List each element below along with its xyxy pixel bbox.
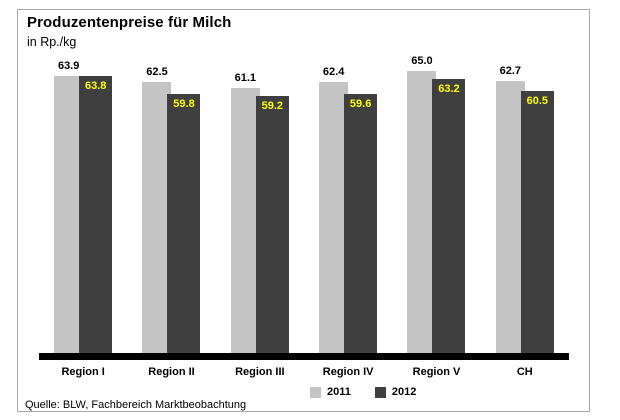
- chart-frame: Produzentenpreise für Milch in Rp./kg 63…: [17, 9, 590, 412]
- bar-value-label-2011: 63.9: [57, 59, 80, 72]
- bar-value-label-2011: 62.4: [322, 66, 345, 79]
- bar-2011: 62.5: [142, 66, 172, 353]
- bar-2011: 62.7: [495, 65, 525, 353]
- bar-group: 65.0 63.2: [392, 56, 480, 353]
- bar-2011: 62.4: [319, 67, 349, 353]
- x-axis-label: Region III: [235, 366, 285, 378]
- bar-group: 62.5 59.8: [127, 66, 215, 353]
- bar-group: 63.9 63.8: [39, 60, 127, 353]
- bar-2011: 61.1: [230, 72, 260, 353]
- legend-swatch-2011: [310, 387, 321, 398]
- bar-2012: 63.8: [79, 76, 113, 353]
- bar-2011: 65.0: [407, 56, 437, 353]
- bar-value-label-2011: 62.7: [499, 64, 522, 77]
- legend-item-2011: 2011: [310, 387, 351, 398]
- bar-2011: 63.9: [54, 60, 84, 353]
- plot-area: 63.9 63.8 62.5 59.8 61.1 59.2 62.4 59.6 65.0 63.2…: [39, 56, 569, 353]
- bar-value-label-2012: 59.2: [261, 100, 284, 113]
- bar-value-label-2011: 62.5: [146, 65, 168, 78]
- x-axis-label: CH: [516, 366, 533, 378]
- x-axis-label: Region IV: [322, 366, 374, 378]
- bar-value-label-2012: 63.8: [84, 80, 107, 93]
- bar-2012: 59.2: [255, 96, 289, 353]
- legend: 2011 2012: [310, 387, 416, 398]
- x-axis-label: Region I: [61, 366, 105, 378]
- legend-swatch-2012: [374, 387, 386, 398]
- bar-value-label-2012: 63.2: [438, 82, 460, 95]
- bar-value-label-2012: 59.6: [349, 98, 372, 111]
- bar-2012: 63.2: [432, 78, 466, 353]
- bar-value-label-2011: 65.0: [411, 55, 433, 67]
- bar-2012: 59.6: [344, 94, 378, 353]
- x-axis-line: [39, 353, 569, 360]
- chart-unit-label: in Rp./kg: [27, 35, 77, 49]
- x-axis-label: Region V: [412, 366, 461, 378]
- bar-value-label-2012: 59.8: [173, 97, 195, 110]
- bar-2012: 59.8: [167, 93, 201, 353]
- bar-group: 62.4 59.6: [304, 67, 392, 353]
- source-note: Quelle: BLW, Fachbereich Marktbeobachtun…: [25, 399, 247, 411]
- chart-title: Produzentenpreise für Milch: [27, 14, 232, 31]
- legend-label-2012: 2012: [391, 386, 417, 398]
- legend-item-2012: 2012: [374, 386, 417, 398]
- bar-group: 62.7 60.5: [481, 65, 569, 353]
- bar-value-label-2011: 61.1: [234, 71, 257, 84]
- bar-value-label-2012: 60.5: [526, 94, 549, 107]
- x-axis-labels: Region I Region II Region III Region IV Regi…: [39, 366, 569, 378]
- x-axis-label: Region II: [148, 366, 195, 378]
- legend-label-2011: 2011: [327, 386, 351, 398]
- bar-2012: 60.5: [520, 90, 554, 353]
- bar-group: 61.1 59.2: [216, 71, 304, 353]
